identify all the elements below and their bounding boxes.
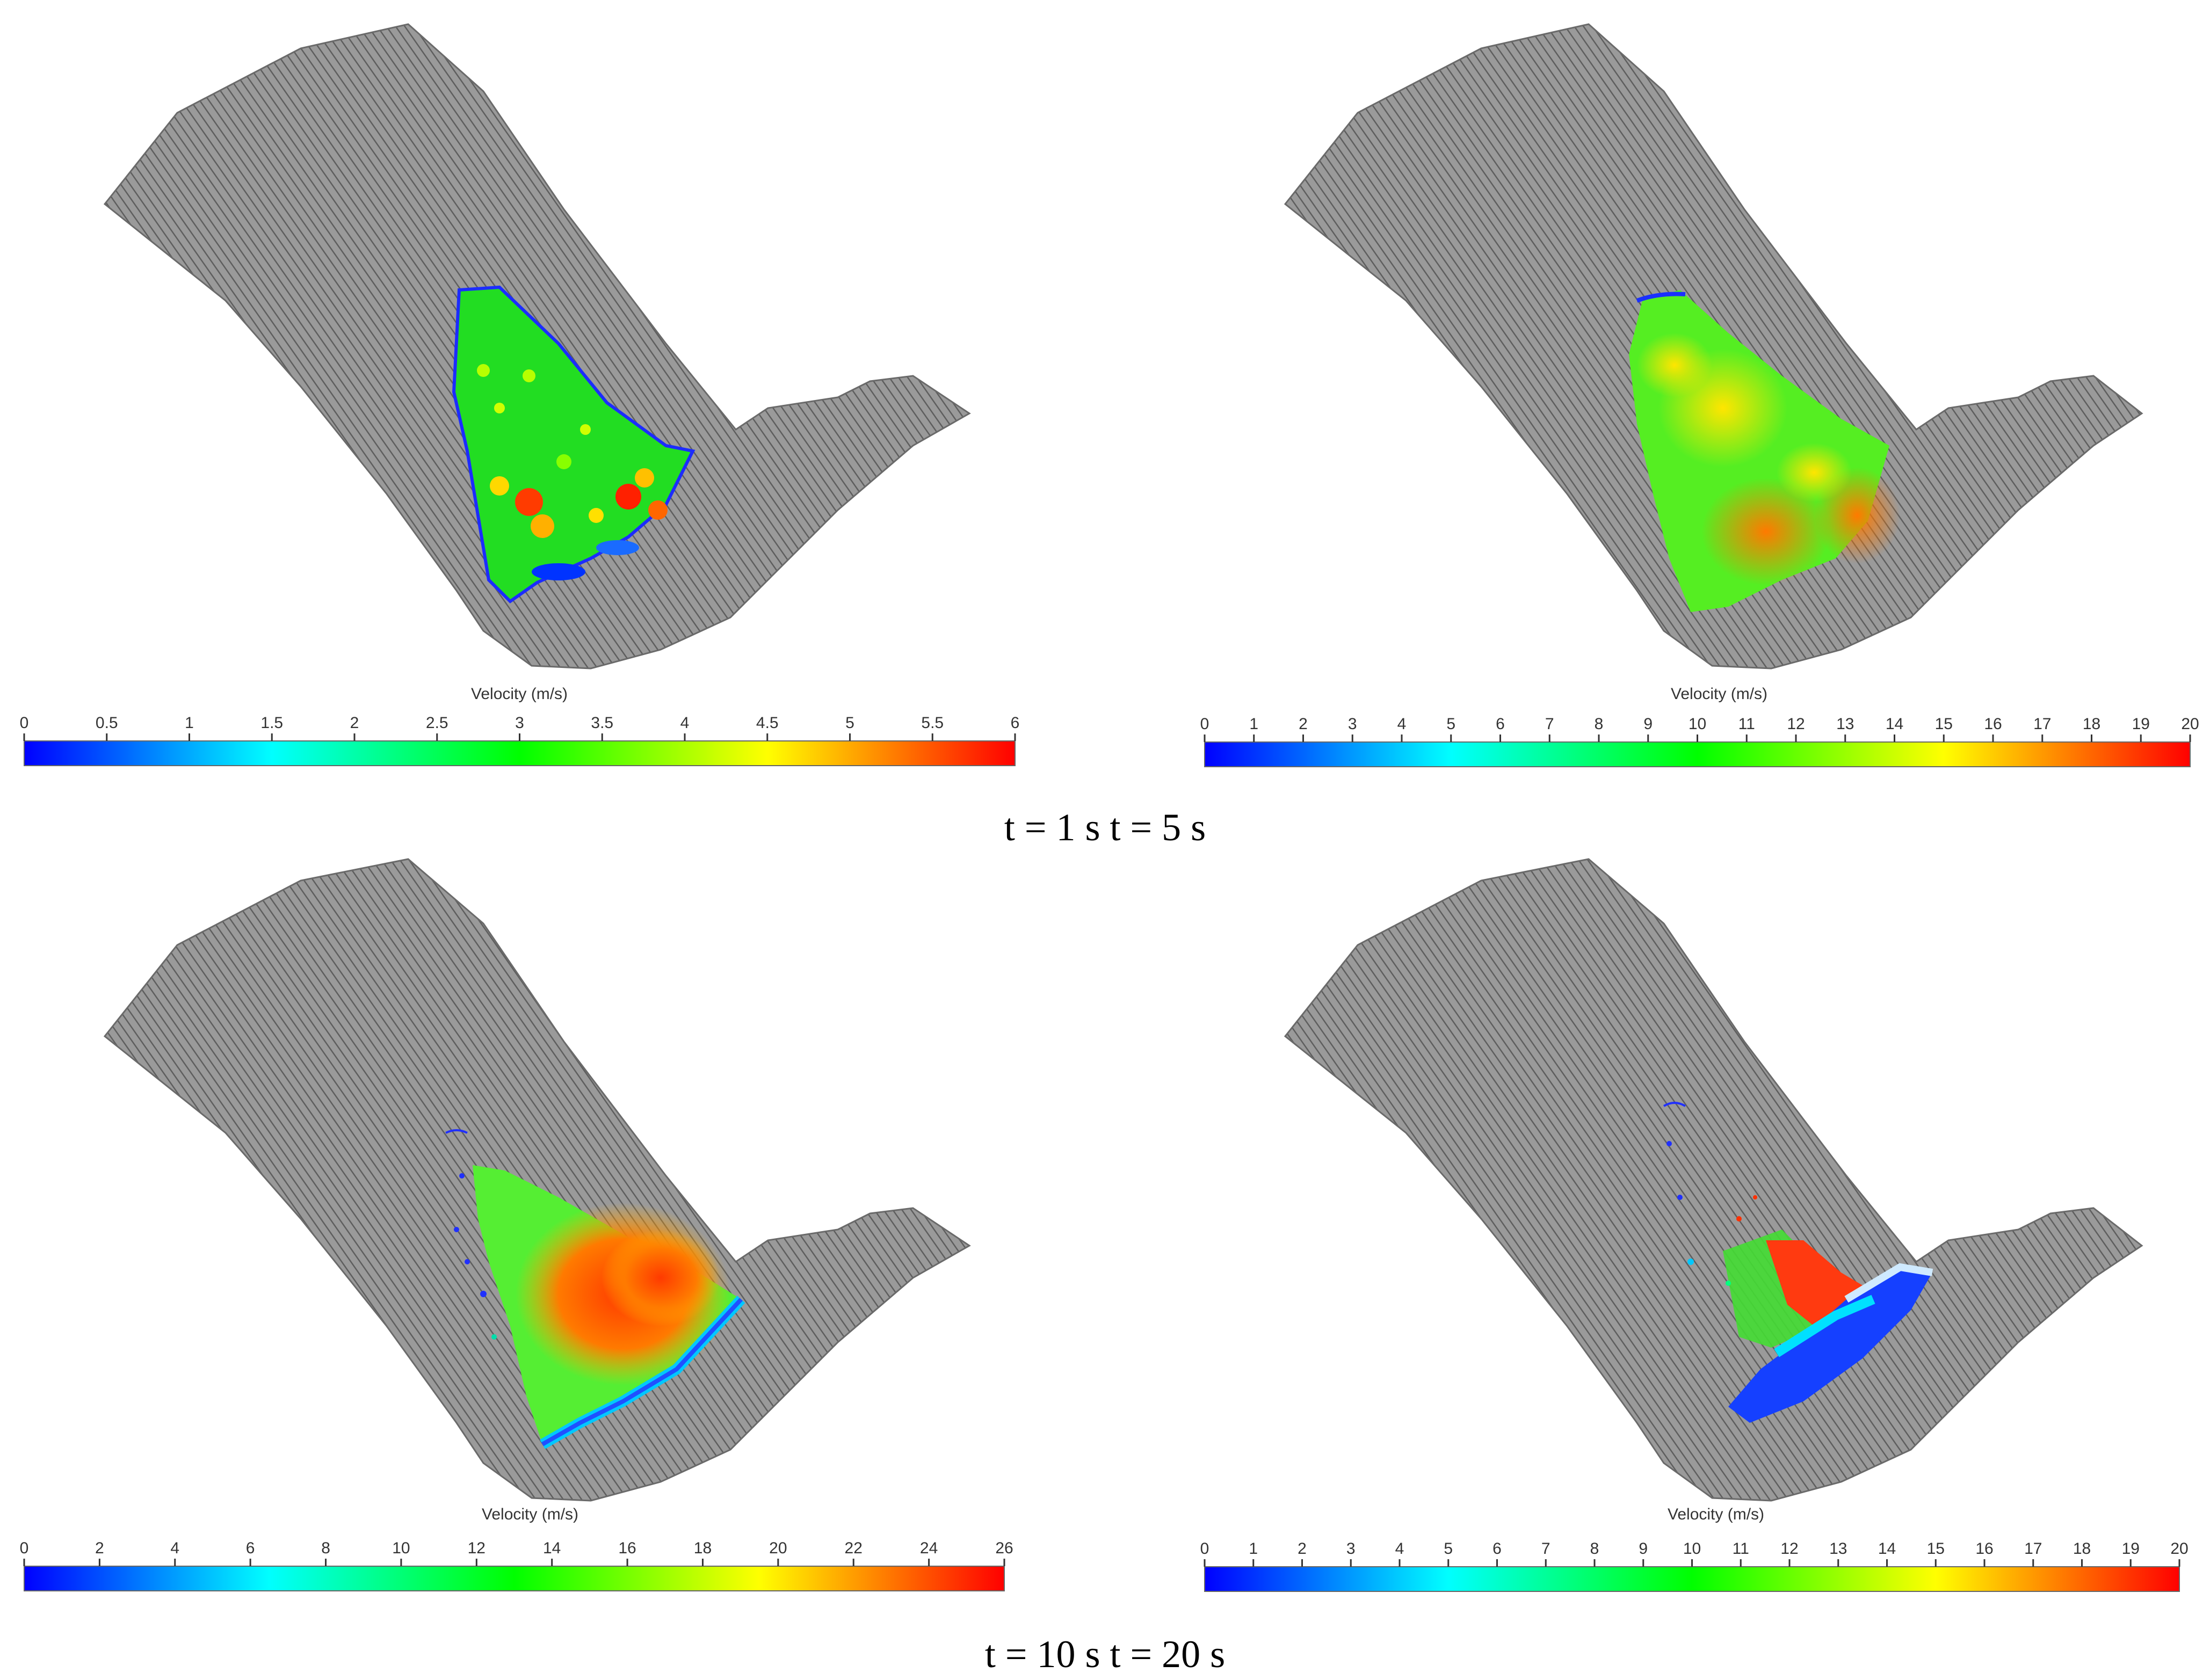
colorbar-tick-label: 0 xyxy=(1200,1540,1209,1558)
colorbar-tick-label: 6 xyxy=(1011,714,1020,732)
colorbar-tick-label: 13 xyxy=(1836,715,1854,733)
velocity-field xyxy=(452,285,695,603)
caption-bottom: t = 10 s t = 20 s xyxy=(984,1633,1226,1676)
colorbar-tick-label: 2.5 xyxy=(426,714,448,732)
colorbar-tick-label: 8 xyxy=(321,1539,330,1557)
colorbar-title: Velocity (m/s) xyxy=(1671,685,1767,703)
colorbar-tick-label: 0 xyxy=(1200,715,1209,733)
panel-t20-svg: Velocity (m/s) 0 1 2 3 4 5 6 7 8 9 10 11 12 13 14 15 16 1… xyxy=(1200,858,2189,1592)
velocity-field xyxy=(445,1129,745,1449)
colorbar-tick-label: 14 xyxy=(1878,1540,1896,1558)
colorbar-tick-label: 4 xyxy=(170,1539,179,1557)
colorbar-title: Velocity (m/s) xyxy=(1668,1506,1764,1523)
colorbar-tick-label: 9 xyxy=(1639,1540,1648,1558)
panel-t10: Velocity (m/s) 0 2 4 6 8 10 12 14 16 18 20 22 24 26 xyxy=(0,854,1105,1621)
colorbar-tick-label: 14 xyxy=(543,1539,561,1557)
colorbar-tick-label: 2 xyxy=(95,1539,104,1557)
colorbar-tick-label: 0 xyxy=(20,1539,29,1557)
panel-t1-svg: Velocity (m/s) 0 0.5 1 1.5 2 2.5 3 3.5 4 4.5 5 5.5 6 xyxy=(20,23,1020,766)
colorbar-tick-label: 11 xyxy=(1738,715,1755,733)
colorbar-tick-label: 1 xyxy=(185,714,194,732)
terrain-mesh xyxy=(1284,858,2143,1502)
colorbar-title: Velocity (m/s) xyxy=(482,1506,578,1523)
colorbar-tick-label: 19 xyxy=(2132,715,2150,733)
caption-top: t = 1 s t = 5 s xyxy=(1004,806,1206,849)
velocity-field xyxy=(1629,290,1900,612)
colorbar-title: Velocity (m/s) xyxy=(471,685,568,703)
colorbar-tick-label: 20 xyxy=(769,1539,787,1557)
colorbar-tick-label: 12 xyxy=(1780,1540,1798,1558)
colorbar-ticks: 0 2 4 6 8 10 12 14 16 18 20 22 24 26 xyxy=(20,1539,1013,1566)
panel-t5: Velocity (m/s) 0 1 2 3 4 5 6 7 8 9 10 11 12 13 14 15 16 1… xyxy=(1105,0,2210,800)
colorbar-tick-label: 3.5 xyxy=(591,714,613,732)
colorbar-tick-label: 20 xyxy=(2181,715,2199,733)
colorbar-tick-label: 22 xyxy=(845,1539,863,1557)
colorbar-tick-label: 10 xyxy=(1683,1540,1701,1558)
colorbar xyxy=(24,1566,1005,1591)
panel-t10-svg: Velocity (m/s) 0 2 4 6 8 10 12 14 16 18 20 22 24 26 xyxy=(20,858,1013,1591)
panel-t5-svg: Velocity (m/s) 0 1 2 3 4 5 6 7 8 9 10 11 12 13 14 15 16 1… xyxy=(1200,23,2199,767)
colorbar-tick-label: 4.5 xyxy=(756,714,779,732)
colorbar-tick-label: 18 xyxy=(2083,715,2100,733)
colorbar-tick-label: 3 xyxy=(1348,715,1357,733)
colorbar-tick-label: 16 xyxy=(1975,1540,1993,1558)
colorbar-tick-label: 5 xyxy=(1446,715,1455,733)
colorbar-tick-label: 15 xyxy=(1935,715,1953,733)
colorbar-tick-label: 11 xyxy=(1733,1540,1749,1558)
colorbar-tick-label: 13 xyxy=(1829,1540,1847,1558)
colorbar-tick-label: 2 xyxy=(350,714,359,732)
colorbar-tick-label: 8 xyxy=(1595,715,1604,733)
colorbar-tick-label: 2 xyxy=(1298,1540,1307,1558)
colorbar-tick-label: 4 xyxy=(1395,1540,1404,1558)
panel-t1: Velocity (m/s) 0 0.5 1 1.5 2 2.5 3 3.5 4 4.5 5 5.5 6 xyxy=(0,0,1105,800)
colorbar-tick-label: 16 xyxy=(618,1539,636,1557)
colorbar-tick-label: 19 xyxy=(2122,1540,2140,1558)
colorbar-ticks: 0 1 2 3 4 5 6 7 8 9 10 11 12 13 14 15 16 17 18 19 20 xyxy=(1200,715,2199,742)
colorbar-tick-label: 6 xyxy=(246,1539,255,1557)
colorbar-tick-label: 6 xyxy=(1496,715,1505,733)
colorbar-ticks: 0 0.5 1 1.5 2 2.5 3 3.5 4 4.5 5 5.5 6 xyxy=(20,714,1020,741)
colorbar-tick-label: 12 xyxy=(468,1539,486,1557)
colorbar xyxy=(24,740,1016,766)
colorbar-tick-label: 26 xyxy=(995,1539,1013,1557)
colorbar-tick-label: 1 xyxy=(1249,715,1258,733)
colorbar-tick-label: 6 xyxy=(1492,1540,1502,1558)
colorbar-tick-label: 3 xyxy=(1346,1540,1356,1558)
colorbar-tick-label: 15 xyxy=(1927,1540,1945,1558)
colorbar-tick-label: 18 xyxy=(694,1539,712,1557)
panel-t20: Velocity (m/s) 0 1 2 3 4 5 6 7 8 9 10 11 12 13 14 15 16 1… xyxy=(1105,854,2210,1621)
colorbar-tick-label: 16 xyxy=(1984,715,2002,733)
colorbar-tick-label: 9 xyxy=(1643,715,1653,733)
colorbar-tick-label: 10 xyxy=(1689,715,1706,733)
colorbar xyxy=(1204,1566,2180,1592)
colorbar-tick-label: 4 xyxy=(1397,715,1407,733)
colorbar-tick-label: 5 xyxy=(845,714,854,732)
colorbar-tick-label: 18 xyxy=(2073,1540,2091,1558)
colorbar-ticks: 0 1 2 3 4 5 6 7 8 9 10 11 12 13 14 15 16 17 18 19 20 xyxy=(1200,1540,2189,1567)
colorbar-tick-label: 12 xyxy=(1787,715,1805,733)
colorbar-tick-label: 5.5 xyxy=(921,714,944,732)
colorbar-tick-label: 14 xyxy=(1886,715,1903,733)
colorbar-tick-label: 7 xyxy=(1541,1540,1550,1558)
velocity-field xyxy=(1663,1102,1933,1423)
terrain-mesh xyxy=(103,858,971,1502)
colorbar-tick-label: 17 xyxy=(2033,715,2051,733)
colorbar-tick-label: 1.5 xyxy=(260,714,283,732)
colorbar-tick-label: 20 xyxy=(2170,1540,2188,1558)
colorbar-tick-label: 2 xyxy=(1299,715,1308,733)
colorbar-tick-label: 24 xyxy=(920,1539,938,1557)
colorbar-tick-label: 1 xyxy=(1249,1540,1258,1558)
colorbar-tick-label: 0 xyxy=(20,714,29,732)
colorbar-tick-label: 7 xyxy=(1545,715,1554,733)
colorbar-tick-label: 5 xyxy=(1444,1540,1453,1558)
colorbar xyxy=(1204,741,2191,767)
colorbar-tick-label: 4 xyxy=(680,714,690,732)
colorbar-tick-label: 8 xyxy=(1590,1540,1599,1558)
colorbar-tick-label: 3 xyxy=(515,714,524,732)
colorbar-tick-label: 10 xyxy=(392,1539,410,1557)
colorbar-tick-label: 0.5 xyxy=(96,714,118,732)
colorbar-tick-label: 17 xyxy=(2024,1540,2042,1558)
